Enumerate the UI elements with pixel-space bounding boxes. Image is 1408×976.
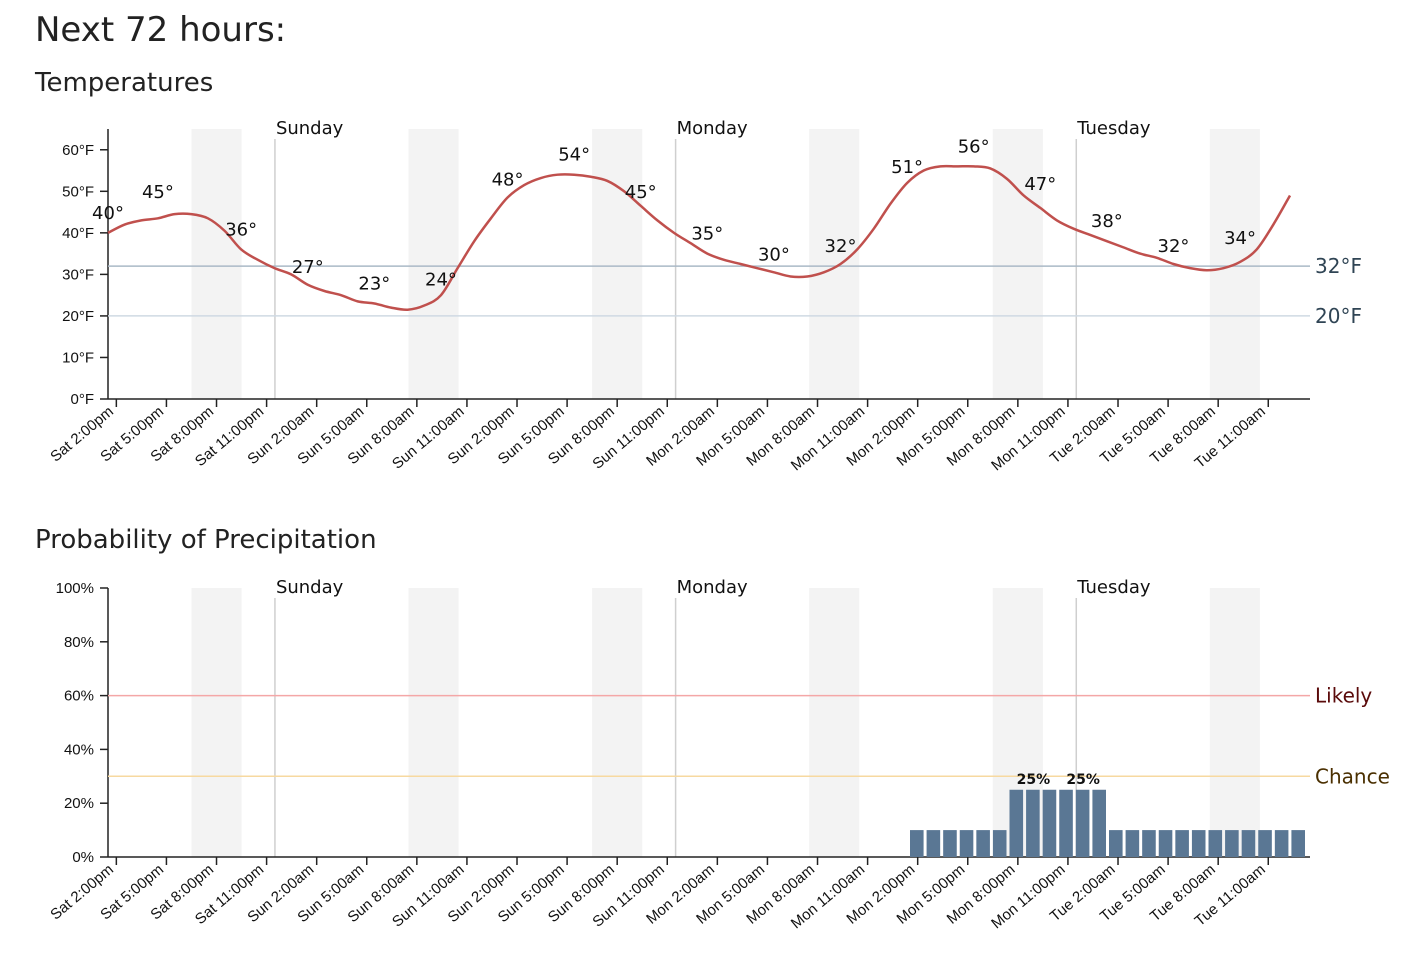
y-tick-label: 40°F (62, 225, 94, 242)
y-tick-label: 20°F (62, 308, 94, 325)
night-band (592, 588, 643, 857)
y-tick-label: 20% (64, 795, 94, 812)
day-label: Tuesday (1076, 118, 1151, 139)
temperature-chart: Sunday Monday Tuesday 0°F 10°F 20°F 30°F 40°F 50… (47, 118, 1362, 474)
temperature-label: 30° (758, 244, 790, 265)
precipitation-bar (1092, 789, 1106, 857)
temperature-label: 24° (425, 269, 457, 290)
day-label: Sunday (276, 577, 344, 598)
temperature-chart-title: Temperatures (35, 68, 214, 98)
temperature-label: 23° (358, 273, 390, 294)
y-tick-label: 50°F (62, 183, 94, 200)
night-band (191, 588, 242, 857)
night-band (809, 588, 860, 857)
precipitation-bar (1026, 789, 1040, 857)
reference-line-label: 32°F (1315, 254, 1362, 278)
precipitation-bar (943, 830, 957, 857)
precipitation-chart-title: Probability of Precipitation (35, 525, 377, 555)
temperature-label: 27° (292, 257, 324, 278)
precipitation-bar (1258, 830, 1272, 857)
day-label: Tuesday (1076, 577, 1151, 598)
precipitation-bar (1142, 830, 1156, 857)
reference-line-label: Likely (1315, 684, 1372, 708)
temperature-label: 54° (558, 145, 590, 166)
precipitation-bar (1241, 830, 1256, 857)
y-tick-label: 100% (56, 580, 94, 597)
precipitation-bar (926, 830, 941, 857)
y-tick-label: 80% (64, 634, 94, 651)
precipitation-bar (1208, 830, 1223, 857)
temperature-label: 32° (1158, 236, 1190, 257)
precipitation-bar (1175, 830, 1189, 857)
temperature-label: 40° (92, 203, 124, 224)
precipitation-bar (1059, 789, 1073, 857)
precipitation-label: 25% (1017, 772, 1051, 788)
precipitation-bar (1125, 830, 1140, 857)
day-label: Monday (677, 577, 748, 598)
night-band (1209, 588, 1260, 857)
precipitation-bar (1109, 830, 1123, 857)
temperature-label: 48° (492, 170, 524, 191)
night-band (191, 129, 242, 399)
y-tick-label: 0% (72, 849, 94, 866)
precipitation-bar (1291, 830, 1305, 857)
precipitation-bar (1225, 830, 1239, 857)
temperature-label: 45° (142, 182, 174, 203)
temperature-label: 45° (625, 182, 657, 203)
precipitation-bar (1274, 830, 1289, 857)
precipitation-bar (1042, 789, 1057, 857)
temperature-label: 34° (1224, 228, 1256, 249)
temperature-label: 51° (891, 157, 923, 178)
temperature-label: 56° (958, 136, 990, 157)
temperature-label: 38° (1091, 211, 1123, 232)
night-band (592, 129, 643, 399)
night-band (408, 129, 459, 399)
y-tick-label: 30°F (62, 266, 94, 283)
y-tick-label: 10°F (62, 349, 94, 366)
day-label: Sunday (276, 118, 344, 139)
reference-line-label: 20°F (1315, 304, 1362, 328)
night-band (992, 129, 1043, 399)
reference-line-label: Chance (1315, 764, 1390, 788)
y-tick-label: 0°F (70, 391, 94, 408)
precipitation-bar (976, 830, 990, 857)
temperature-label: 35° (691, 224, 723, 245)
temperature-label: 32° (825, 236, 857, 257)
y-tick-label: 60°F (62, 142, 94, 159)
precipitation-bar (959, 830, 974, 857)
precipitation-bar (1158, 830, 1173, 857)
night-band (809, 129, 860, 399)
day-label: Monday (677, 118, 748, 139)
y-tick-label: 40% (64, 741, 94, 758)
night-band (408, 588, 459, 857)
precipitation-bar (1075, 789, 1090, 857)
precipitation-bar (1191, 830, 1206, 857)
temperature-line (107, 164, 1292, 311)
precipitation-bar (1009, 789, 1024, 857)
y-tick-label: 60% (64, 688, 94, 705)
precipitation-bar (992, 830, 1007, 857)
temperature-label: 47° (1024, 174, 1056, 195)
precipitation-bar (910, 830, 924, 857)
precipitation-chart: Sunday Monday Tuesday0%20%40%60%80%100%Sat… (47, 577, 1390, 932)
page-title: Next 72 hours: (35, 10, 287, 50)
temperature-label: 36° (225, 219, 257, 240)
precipitation-label: 25% (1066, 772, 1100, 788)
